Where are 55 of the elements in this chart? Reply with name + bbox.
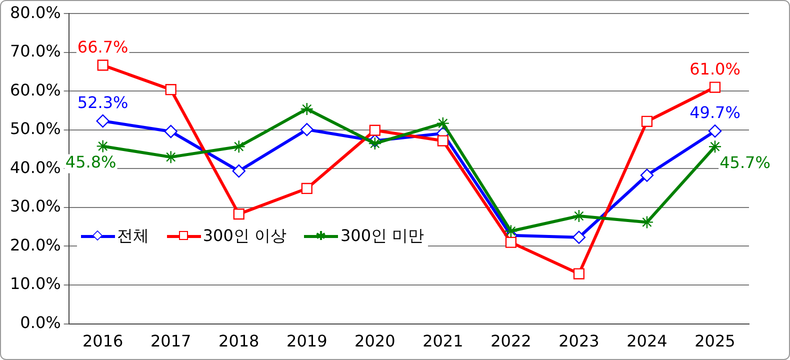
y-tick-label: 30.0% [10,196,61,216]
y-tick-label: 60.0% [10,80,61,100]
y-tick-label: 40.0% [10,158,61,177]
point [640,216,654,229]
y-tick-label: 70.0% [10,42,61,61]
x-tick-label: 2019 [286,332,328,351]
point [572,209,586,223]
legend-label: 300인 이상 [202,226,286,247]
y-tick-label: 10.0% [10,274,61,294]
point [233,208,244,220]
point [368,136,382,150]
point [505,236,516,248]
data-label: 49.7% [690,103,740,122]
point [165,84,176,96]
point [572,230,586,244]
point [641,116,653,127]
point [436,116,450,130]
point [437,135,448,146]
y-tick-label: 0.0% [20,312,61,332]
y-tick-label: 20.0% [10,235,61,254]
point [709,82,721,93]
data-label: 52.3% [77,93,128,112]
point [369,124,380,136]
point [164,124,178,138]
y-tick-label: 50.0% [10,119,61,138]
x-tick-label: 2016 [82,332,124,351]
point [96,140,110,153]
point [640,168,654,182]
point [573,268,585,280]
data-label: 45.8% [65,152,116,172]
point [232,164,246,178]
x-tick-label: 2025 [694,332,736,351]
data-label: 66.7% [77,37,128,56]
point [300,122,314,136]
legend-label: 전체 [116,226,149,247]
x-tick-label: 2020 [354,332,396,351]
point [164,150,178,164]
x-tick-label: 2022 [490,332,532,351]
point [708,140,722,154]
x-tick-label: 2023 [558,332,600,351]
point [301,182,312,194]
point [96,114,110,128]
point [708,124,722,138]
x-tick-label: 2018 [218,332,260,351]
point [300,102,314,116]
point [232,140,246,154]
y-tick-label: 80.0% [10,2,61,22]
data-label: 45.7% [720,152,770,172]
point [504,224,518,238]
x-tick-label: 2024 [626,332,668,351]
point [97,60,108,71]
data-label: 61.0% [690,59,740,78]
legend-label: 300인 미만 [340,226,424,247]
x-tick-label: 2021 [422,332,464,351]
x-tick-label: 2017 [150,332,192,351]
